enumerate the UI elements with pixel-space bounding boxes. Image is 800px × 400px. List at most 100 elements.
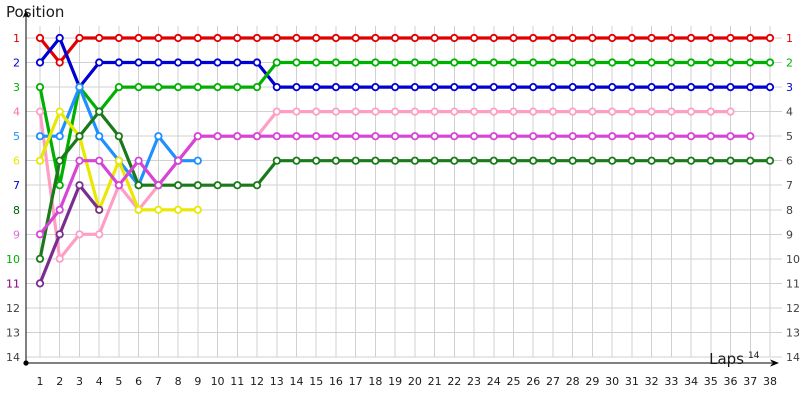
data-point-marker bbox=[154, 58, 163, 67]
data-point-marker bbox=[706, 33, 715, 43]
data-point-marker bbox=[726, 107, 735, 116]
data-point-marker bbox=[35, 132, 45, 141]
data-point-marker bbox=[252, 132, 262, 141]
y-axis-tick-label-right: 13 bbox=[786, 326, 800, 339]
axis-origin-dot bbox=[23, 360, 29, 366]
data-point-marker bbox=[450, 107, 459, 116]
data-point-marker bbox=[371, 107, 380, 116]
data-point-marker bbox=[272, 156, 281, 165]
data-point-marker bbox=[114, 181, 124, 190]
x-axis-ticks: 1 2 3 4 5 6 7 8 9 10 11 12 13 14 15 16 17 18 19 20 21 22 23 24 2… bbox=[37, 375, 778, 388]
data-point-marker bbox=[627, 33, 637, 43]
data-point-marker bbox=[233, 58, 242, 67]
x-axis-tick-label: 14 bbox=[289, 375, 303, 388]
data-point-marker bbox=[331, 58, 340, 67]
x-axis-tick-label: 11 bbox=[230, 375, 244, 388]
data-point-marker bbox=[213, 181, 222, 190]
data-point-marker bbox=[55, 58, 64, 67]
data-point-marker bbox=[529, 83, 538, 92]
x-axis-tick-label: 33 bbox=[664, 375, 678, 388]
data-point-marker bbox=[371, 83, 380, 92]
y-axis-tick-label-right: 9 bbox=[786, 228, 793, 241]
data-point-marker bbox=[726, 33, 735, 43]
y-axis-tick-label: 10 bbox=[6, 253, 20, 266]
data-point-marker bbox=[213, 33, 222, 43]
data-point-marker bbox=[351, 107, 360, 116]
data-point-marker bbox=[430, 33, 439, 43]
data-point-marker bbox=[193, 33, 202, 43]
data-point-marker bbox=[154, 83, 163, 92]
data-point-marker bbox=[647, 132, 656, 141]
data-point-marker bbox=[331, 107, 340, 116]
data-point-marker bbox=[588, 33, 597, 43]
data-point-marker bbox=[410, 33, 419, 43]
y-axis-tick-label: 3 bbox=[13, 81, 20, 94]
data-point-marker bbox=[114, 156, 124, 165]
y-axis-tick-label: 9 bbox=[13, 228, 20, 241]
data-point-marker bbox=[351, 83, 360, 92]
data-point-marker bbox=[608, 58, 617, 67]
data-point-marker bbox=[193, 156, 202, 165]
data-point-marker bbox=[726, 132, 735, 141]
data-point-marker bbox=[568, 83, 577, 92]
data-point-marker bbox=[351, 156, 360, 165]
data-point-marker bbox=[450, 132, 459, 141]
data-point-marker bbox=[627, 132, 637, 141]
data-point-marker bbox=[608, 107, 617, 116]
x-axis-tick-label: 28 bbox=[566, 375, 580, 388]
y-axis-tick-label: 1 bbox=[13, 32, 20, 45]
y-axis-tick-label-right: 2 bbox=[786, 57, 793, 70]
data-point-marker bbox=[529, 33, 538, 43]
data-point-marker bbox=[686, 107, 696, 116]
data-point-marker bbox=[174, 58, 183, 67]
x-axis-tick-label: 23 bbox=[467, 375, 481, 388]
y-axis-tick-label: 8 bbox=[13, 204, 20, 217]
y-axis-tick-label-right: 5 bbox=[786, 130, 793, 143]
series-line bbox=[38, 183, 101, 285]
data-point-marker bbox=[410, 58, 419, 67]
data-point-marker bbox=[726, 58, 735, 67]
data-point-marker bbox=[312, 156, 321, 165]
data-point-marker bbox=[272, 83, 281, 92]
series-car-orchid bbox=[35, 132, 755, 239]
data-point-marker bbox=[351, 132, 360, 141]
data-point-marker bbox=[568, 33, 577, 43]
data-point-marker bbox=[627, 83, 637, 92]
data-point-marker bbox=[529, 107, 538, 116]
x-axis-tick-label: 26 bbox=[526, 375, 540, 388]
data-point-marker bbox=[548, 33, 558, 43]
data-point-marker bbox=[706, 107, 715, 116]
data-point-marker bbox=[55, 156, 64, 165]
data-point-marker bbox=[469, 132, 479, 141]
x-axis-tick-label: 21 bbox=[428, 375, 442, 388]
y-axis-tick-label: 14 bbox=[6, 351, 20, 364]
x-axis-tick-label: 17 bbox=[349, 375, 363, 388]
y-axis-tick-label-right: 12 bbox=[786, 302, 800, 315]
data-point-marker bbox=[706, 156, 715, 165]
data-point-marker bbox=[450, 58, 459, 67]
data-point-marker bbox=[450, 83, 459, 92]
y-axis-tick-label: 12 bbox=[6, 302, 20, 315]
x-axis-tick-label: 8 bbox=[175, 375, 182, 388]
data-point-marker bbox=[292, 156, 301, 165]
data-point-marker bbox=[706, 58, 715, 67]
data-point-marker bbox=[568, 58, 577, 67]
data-point-marker bbox=[114, 132, 124, 141]
data-point-marker bbox=[410, 132, 419, 141]
data-point-marker bbox=[371, 58, 380, 67]
data-point-marker bbox=[410, 156, 419, 165]
y-axis-title: Position bbox=[6, 3, 64, 21]
data-point-marker bbox=[193, 181, 202, 190]
data-point-marker bbox=[608, 33, 617, 43]
series-lines bbox=[35, 33, 775, 288]
data-point-marker bbox=[312, 107, 321, 116]
data-point-marker bbox=[233, 181, 242, 190]
data-point-marker bbox=[114, 58, 124, 67]
data-point-marker bbox=[193, 132, 202, 141]
data-point-marker bbox=[213, 58, 222, 67]
x-axis-arrow-icon bbox=[770, 359, 779, 367]
data-point-marker bbox=[390, 107, 400, 116]
